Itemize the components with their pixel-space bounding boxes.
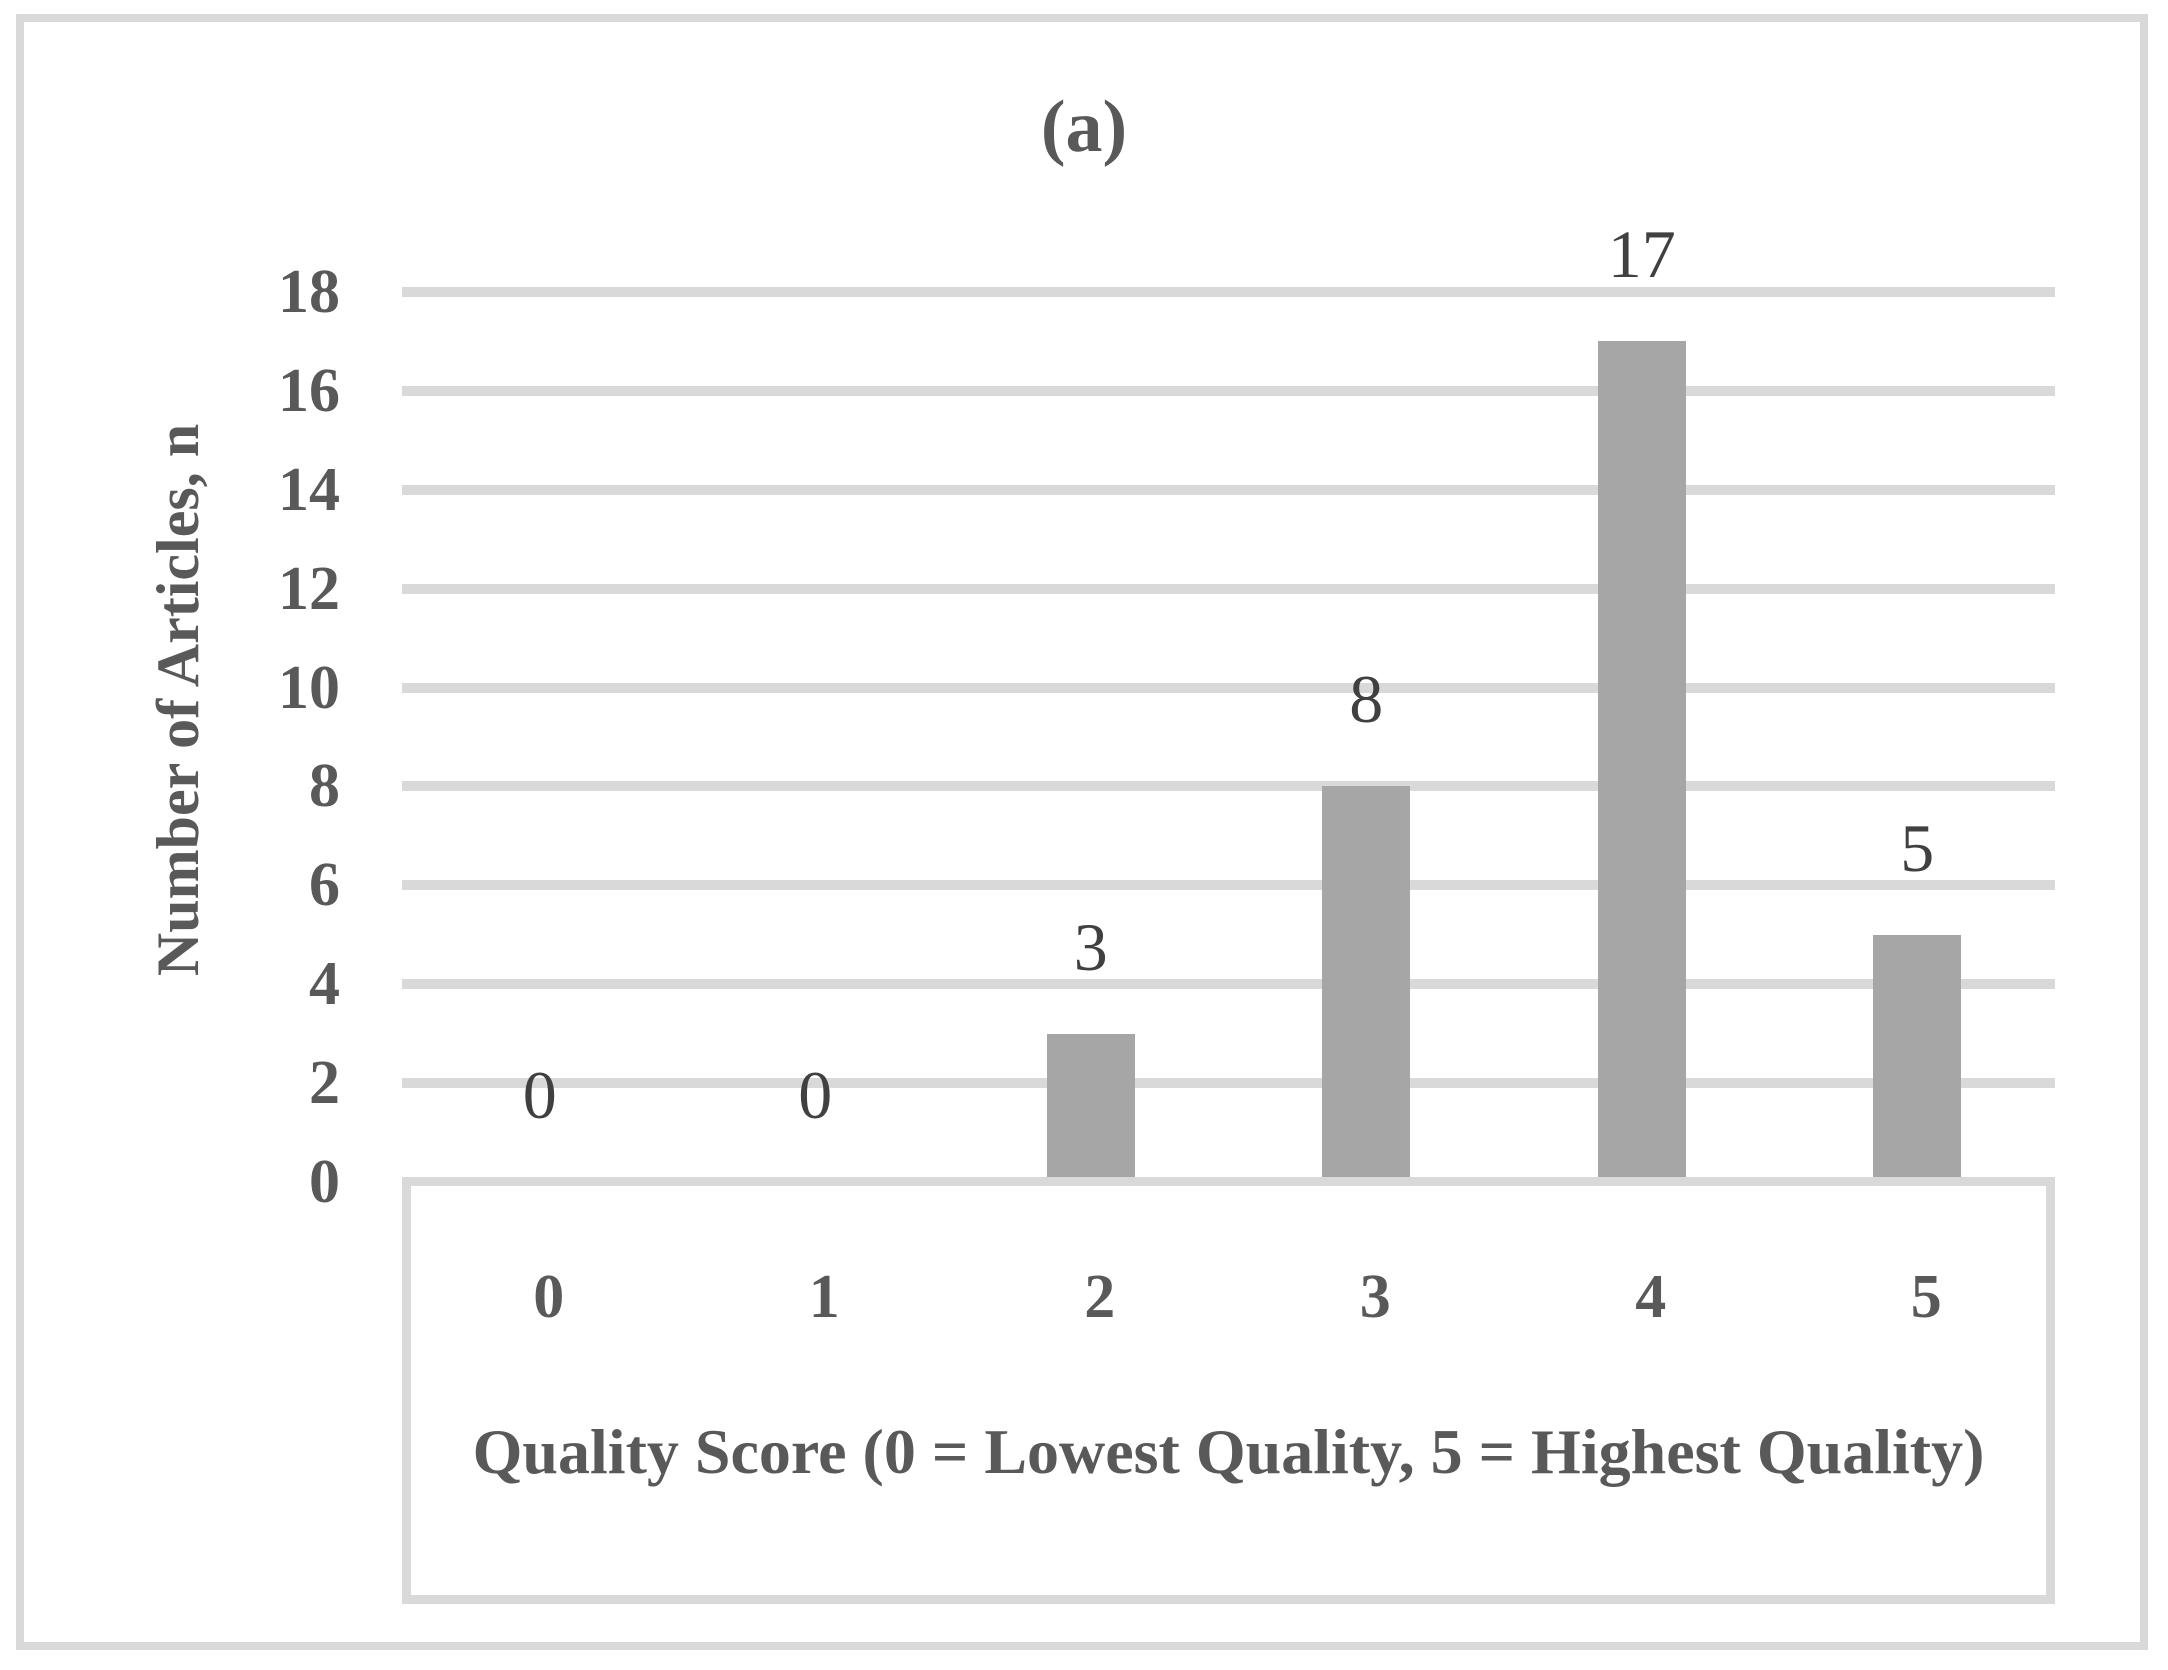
x-tick-label: 0 (533, 1263, 565, 1331)
bar-value-label: 17 (1607, 216, 1676, 293)
bar (1046, 1033, 1135, 1182)
gridline (402, 979, 2055, 990)
x-tick-label: 5 (1910, 1263, 1942, 1331)
y-tick-label: 8 (309, 752, 340, 821)
x-axis-ticks: 0 1 2 3 4 5 (411, 1266, 2046, 1336)
y-tick-label: 4 (309, 950, 340, 1019)
bar (1873, 934, 1962, 1182)
bar-value-label: 8 (1349, 661, 1384, 738)
gridline (402, 682, 2055, 693)
chart-title: (a) (1040, 86, 1128, 168)
bar (1322, 786, 1411, 1182)
bar-value-label: 0 (522, 1057, 557, 1133)
gridline (402, 287, 2055, 297)
gridline (402, 781, 2055, 792)
x-axis-box: 0 1 2 3 4 5 Quality Score (0 = Lowest Quality… (402, 1177, 2055, 1604)
y-axis-title: Number of Articles, n (145, 423, 211, 977)
x-tick-label: 1 (808, 1263, 840, 1331)
bar-value-label: 0 (798, 1057, 833, 1133)
y-tick-label: 2 (309, 1049, 340, 1118)
y-tick-label: 10 (278, 653, 340, 722)
y-tick-label: 18 (278, 258, 340, 326)
x-tick-label: 3 (1359, 1263, 1391, 1331)
x-axis-title: Quality Score (0 = Lowest Quality, 5 = H… (472, 1416, 1985, 1487)
y-tick-label: 0 (309, 1148, 340, 1216)
y-tick-label: 12 (278, 554, 340, 623)
bar (1597, 341, 1686, 1182)
bar-value-label: 5 (1900, 809, 1935, 886)
x-tick-label: 4 (1635, 1263, 1667, 1331)
gridline (402, 484, 2055, 495)
bar-value-label: 3 (1073, 908, 1108, 985)
gridline (402, 583, 2055, 594)
gridline (402, 880, 2055, 891)
x-tick-label: 2 (1084, 1263, 1116, 1331)
y-tick-label: 16 (278, 356, 340, 425)
y-tick-label: 14 (278, 455, 340, 524)
plot-area: 0 0 3 8 17 5 (402, 220, 2055, 1182)
gridline (402, 385, 2055, 396)
gridline (402, 1078, 2055, 1089)
y-tick-label: 6 (309, 851, 340, 920)
